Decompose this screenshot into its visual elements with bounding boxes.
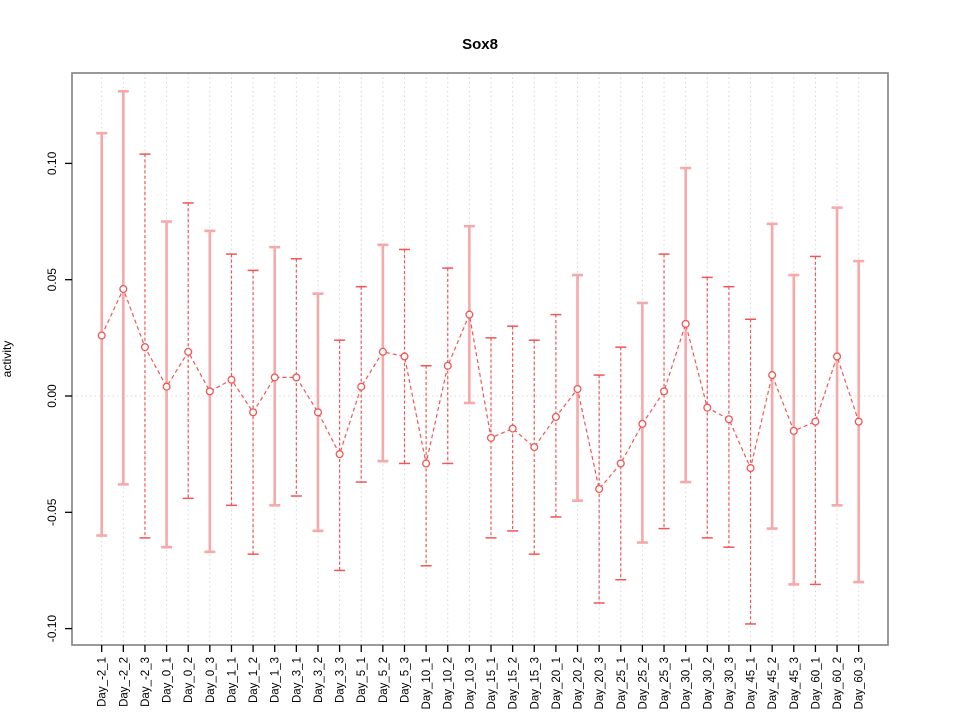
data-point-marker: [422, 459, 431, 468]
data-point-marker: [205, 387, 214, 396]
x-category-label: Day_25_2: [637, 657, 649, 709]
x-category-label: Day_0_2: [183, 657, 195, 703]
x-category-label: Day_60_2: [832, 657, 844, 709]
x-category-label: Day_10_1: [421, 657, 433, 709]
y-tick-label: -0.10: [45, 615, 59, 643]
x-category-label: Day_3_2: [313, 657, 325, 703]
x-category-label: Day_30_3: [724, 657, 736, 709]
x-category-label: Day_-2_2: [118, 657, 130, 707]
y-tick-label: 0.00: [45, 384, 59, 408]
data-point-marker: [184, 347, 193, 356]
x-category-label: Day_45_3: [789, 657, 801, 709]
data-point-marker: [249, 408, 258, 417]
x-category-label: Day_60_3: [854, 657, 866, 709]
data-point-marker: [313, 408, 323, 417]
x-category-label: Day_20_2: [573, 657, 585, 709]
x-category-label: Day_5_3: [399, 657, 411, 703]
data-point-marker: [573, 384, 582, 394]
data-point-marker: [833, 352, 842, 361]
data-point-marker: [595, 484, 604, 494]
data-point-marker: [724, 415, 733, 424]
data-point-marker: [638, 419, 647, 428]
x-category-label: Day_5_1: [356, 657, 368, 703]
x-category-label: Day_30_2: [702, 657, 714, 709]
y-tick-label: -0.05: [45, 498, 59, 526]
data-point-marker: [227, 375, 236, 384]
x-category-label: Day_15_1: [486, 657, 498, 709]
series-line: [101, 287, 860, 491]
data-point-marker: [140, 343, 150, 352]
y-tick-label: 0.10: [45, 151, 59, 175]
data-point-marker: [97, 331, 106, 340]
data-point-marker: [768, 371, 777, 380]
x-category-label: Day_25_1: [616, 657, 628, 709]
x-category-label: Day_10_2: [443, 657, 455, 709]
data-point-marker: [119, 284, 128, 294]
x-category-label: Day_3_1: [291, 657, 303, 703]
data-point-marker: [551, 412, 560, 421]
y-tick-label: 0.05: [45, 268, 59, 292]
x-category-label: Day_45_1: [746, 657, 758, 709]
data-point-marker: [292, 373, 301, 382]
x-category-label: Day_30_1: [681, 657, 693, 709]
x-category-label: Day_0_1: [162, 657, 174, 703]
x-category-label: Day_15_3: [529, 657, 541, 709]
data-point-marker: [789, 426, 798, 435]
chart-title: Sox8: [462, 36, 498, 53]
x-category-label: Day_0_3: [205, 657, 217, 703]
data-point-marker: [703, 403, 712, 412]
y-axis-title: activity: [0, 340, 14, 378]
x-category-label: Day_25_3: [659, 657, 671, 709]
data-point-marker: [443, 361, 452, 370]
data-point-marker: [335, 450, 344, 459]
x-category-label: Day_10_3: [464, 657, 476, 709]
x-category-label: Day_-2_1: [97, 657, 109, 707]
data-point-marker: [162, 382, 171, 391]
x-category-label: Day_3_3: [335, 657, 347, 703]
data-point-marker: [530, 443, 539, 452]
x-category-label: Day_15_2: [508, 657, 520, 709]
x-category-label: Day_5_2: [378, 657, 390, 703]
x-category-label: Day_45_2: [767, 657, 779, 709]
data-point-marker: [486, 433, 496, 442]
data-point-marker: [659, 387, 669, 396]
data-point-marker: [746, 464, 755, 473]
data-point-marker: [508, 424, 517, 433]
data-point-marker: [357, 382, 366, 391]
data-point-marker: [811, 417, 820, 426]
x-category-label: Day_1_3: [270, 657, 282, 703]
data-point-marker: [270, 373, 279, 382]
data-point-marker: [681, 319, 690, 328]
x-category-label: Day_60_1: [810, 657, 822, 709]
plot-frame: [71, 72, 889, 646]
data-point-marker: [854, 417, 863, 426]
data-point-marker: [378, 347, 387, 356]
data-point-marker: [400, 352, 409, 361]
x-category-label: Day_1_2: [248, 657, 260, 703]
data-point-marker: [616, 459, 625, 468]
x-category-label: Day_1_1: [226, 657, 238, 703]
data-point-marker: [465, 310, 474, 319]
x-category-label: Day_20_1: [551, 657, 563, 709]
x-category-label: Day_-2_3: [140, 657, 152, 707]
x-category-label: Day_20_3: [594, 657, 606, 709]
